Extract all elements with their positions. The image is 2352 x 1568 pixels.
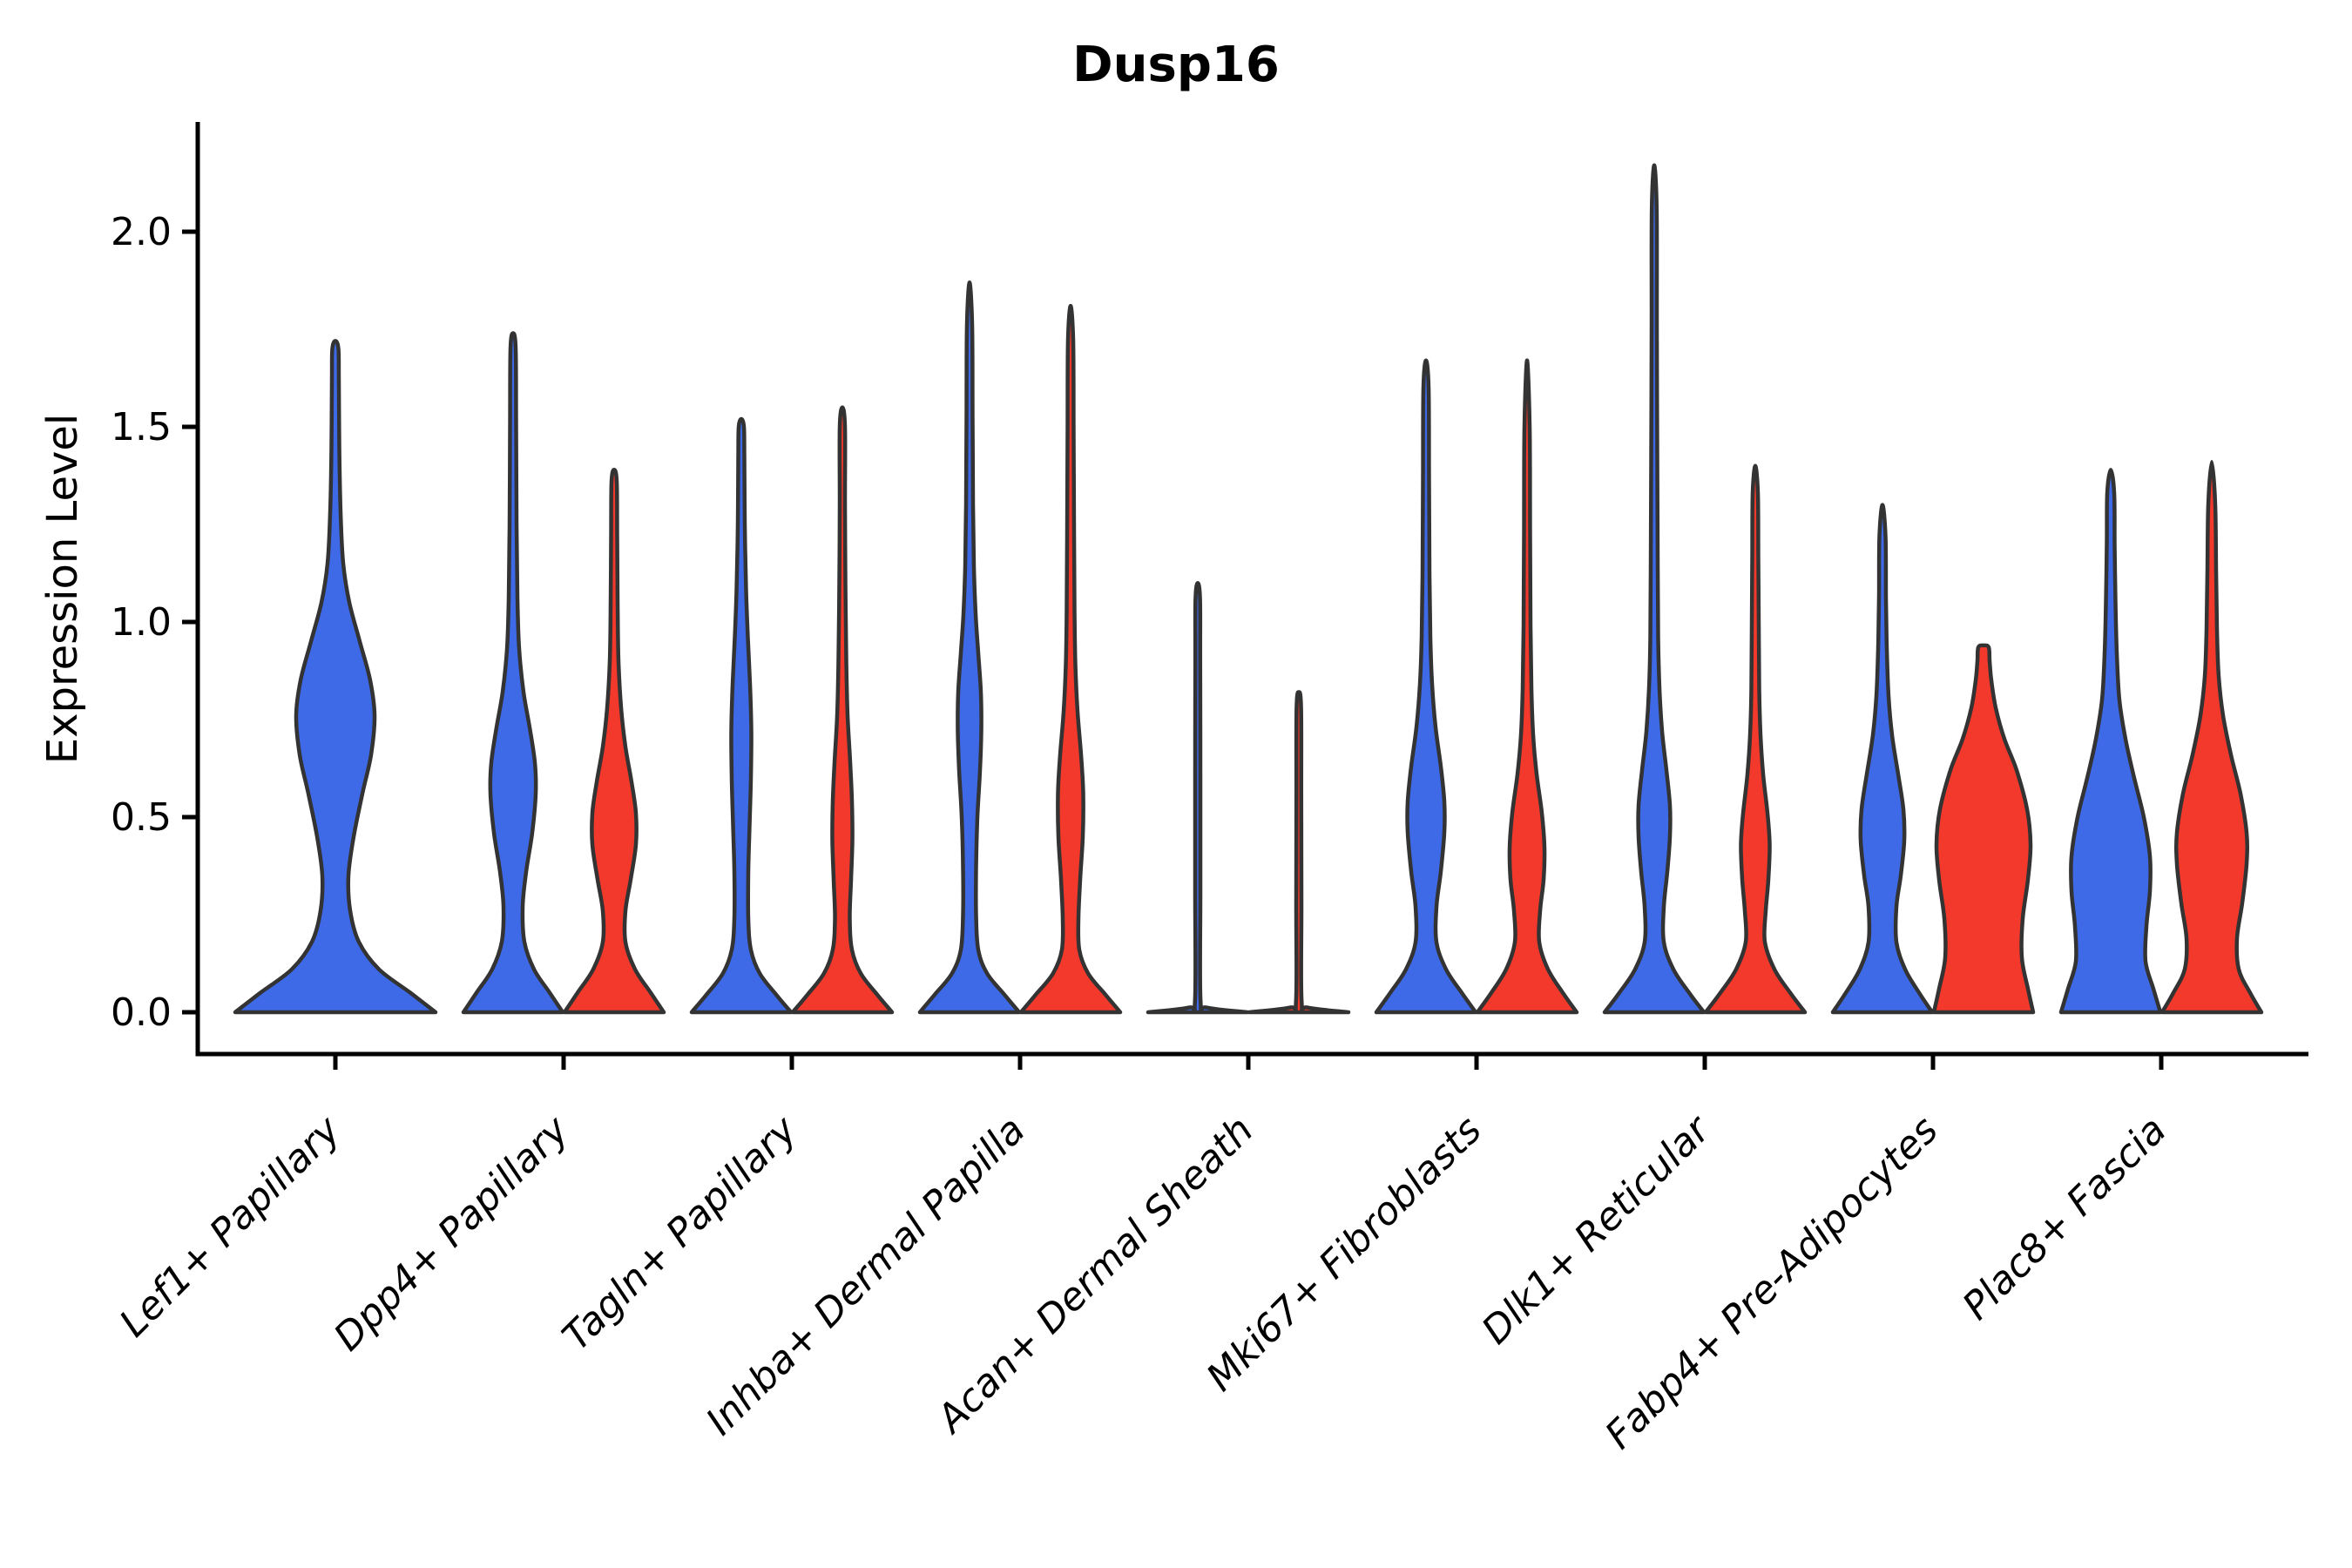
violin-inhba-dermal-papilla-red	[1018, 303, 1123, 1015]
violin-tagln-papillary-red	[790, 405, 895, 1015]
y-axis-label: Expression Level	[38, 414, 87, 765]
violin-dpp4-papillary-red	[562, 468, 666, 1015]
y-tick-label-2.0: 2.0	[111, 210, 172, 254]
violin-dpp4-papillary-blue	[461, 331, 565, 1015]
violin-dlk1-reticular-blue	[1602, 163, 1707, 1015]
violins-layer	[233, 163, 2264, 1015]
y-tick-label-0.5: 0.5	[111, 795, 172, 840]
y-tick-label-1.5: 1.5	[111, 405, 172, 449]
y-tick-label-1.0: 1.0	[111, 600, 172, 645]
violin-acan-dermal-sheath-red	[1247, 690, 1351, 1015]
violin-fabp4-pre-adipocytes-blue	[1830, 503, 1935, 1015]
y-tick-label-0.0: 0.0	[111, 990, 172, 1035]
violin-dlk1-reticular-red	[1703, 463, 1808, 1015]
violin-fabp4-pre-adipocytes-red	[1931, 643, 2036, 1015]
violin-tagln-papillary-blue	[689, 416, 794, 1015]
x-category-label-plac8-fascia: Plac8+ Fascia	[1954, 1108, 2174, 1328]
x-category-label-tagln-papillary: Tagln+ Papillary	[554, 1107, 806, 1359]
violin-mki67-fibroblasts-red	[1475, 358, 1579, 1015]
x-category-label-dpp4-papillary: Dpp4+ Papillary	[326, 1107, 578, 1360]
violin-plac8-fascia-red	[2159, 460, 2264, 1015]
violin-mki67-fibroblasts-blue	[1374, 358, 1478, 1015]
x-category-label-dlk1-reticular: Dlk1+ Reticular	[1473, 1106, 1720, 1353]
violin-acan-dermal-sheath-blue	[1146, 580, 1250, 1015]
violin-plac8-fascia-blue	[2058, 468, 2163, 1015]
chart-title: Dusp16	[1072, 37, 1280, 93]
violin-lef1-papillary-blue	[233, 339, 438, 1015]
violin-inhba-dermal-papilla-blue	[917, 280, 1022, 1015]
x-category-label-lef1-papillary: Lef1+ Papillary	[112, 1107, 350, 1346]
